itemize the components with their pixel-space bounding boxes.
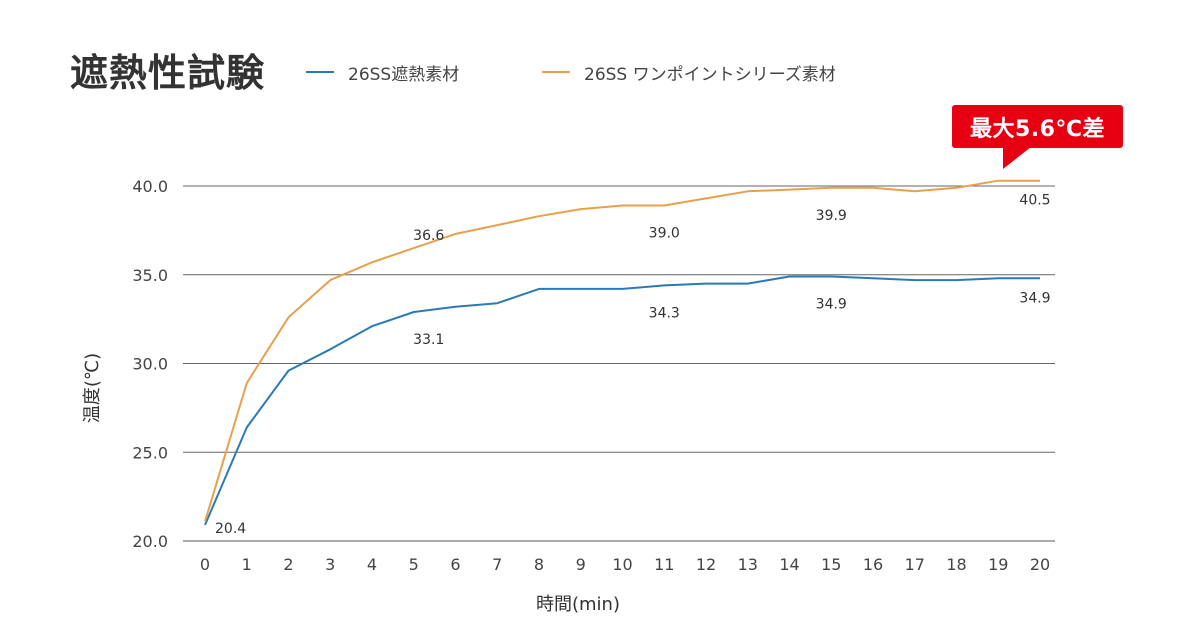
x-tick-label: 7 <box>492 555 502 574</box>
chart-title: 遮熱性試験 <box>70 51 266 95</box>
data-label: 34.3 <box>649 305 680 321</box>
y-tick-label: 30.0 <box>132 355 168 374</box>
x-tick-label: 9 <box>576 555 586 574</box>
x-tick-label: 20 <box>1030 555 1050 574</box>
x-tick-label: 6 <box>450 555 460 574</box>
series-line-1 <box>204 179 1040 522</box>
data-labels: 20.4 33.1 34.3 34.9 34.9 36.6 39.0 39.9 40.5 <box>215 193 1051 537</box>
callout-tail <box>1003 147 1031 169</box>
series-lines <box>204 179 1040 526</box>
y-tick-label: 35.0 <box>132 266 168 285</box>
data-label: 34.9 <box>816 297 847 313</box>
data-label: 39.0 <box>649 226 680 242</box>
data-label: 33.1 <box>413 332 444 348</box>
x-tick-label: 4 <box>367 555 377 574</box>
x-tick-label: 15 <box>821 555 841 574</box>
x-axis-label: 時間(min) <box>536 594 620 615</box>
x-tick-label: 2 <box>283 555 293 574</box>
data-label: 39.9 <box>816 208 847 224</box>
max-difference-callout: 最大5.6℃差 <box>952 105 1123 148</box>
x-tick-label: 0 <box>200 555 210 574</box>
x-tick-label: 16 <box>863 555 883 574</box>
y-axis-label: 温度(℃) <box>82 353 103 423</box>
data-label: 40.5 <box>1019 193 1050 209</box>
legend-item-heat-shield: 26SS遮熱素材 <box>306 60 460 85</box>
legend-item-one-point: 26SS ワンポイントシリーズ素材 <box>542 60 836 85</box>
x-tick-label: 8 <box>534 555 544 574</box>
x-tick-label: 18 <box>946 555 966 574</box>
x-tick-label: 5 <box>409 555 419 574</box>
y-tick-label: 20.0 <box>132 532 168 551</box>
x-tick-label: 19 <box>988 555 1008 574</box>
data-label: 36.6 <box>413 228 444 244</box>
legend-label: 26SS遮熱素材 <box>348 64 460 85</box>
x-tick-label: 17 <box>905 555 925 574</box>
x-tick-label: 14 <box>779 555 799 574</box>
grid-layer <box>183 185 1055 542</box>
x-tick-labels: 0 1 2 3 4 5 6 7 8 9 10 11 12 13 14 15 16 17 18 19 20 <box>200 555 1050 574</box>
legend-swatch-blue <box>306 71 334 73</box>
x-tick-label: 1 <box>242 555 252 574</box>
series-line-0 <box>204 275 1040 526</box>
y-tick-label: 40.0 <box>132 177 168 196</box>
data-label: 34.9 <box>1019 290 1050 306</box>
x-tick-label: 10 <box>612 555 632 574</box>
x-tick-label: 13 <box>738 555 758 574</box>
x-tick-label: 11 <box>654 555 674 574</box>
y-tick-label: 25.0 <box>132 443 168 462</box>
y-tick-labels: 20.0 25.0 30.0 35.0 40.0 <box>132 177 168 551</box>
x-tick-label: 3 <box>325 555 335 574</box>
legend-swatch-orange <box>542 71 570 73</box>
data-label: 20.4 <box>215 521 246 537</box>
legend-label: 26SS ワンポイントシリーズ素材 <box>584 64 836 85</box>
x-tick-label: 12 <box>696 555 716 574</box>
